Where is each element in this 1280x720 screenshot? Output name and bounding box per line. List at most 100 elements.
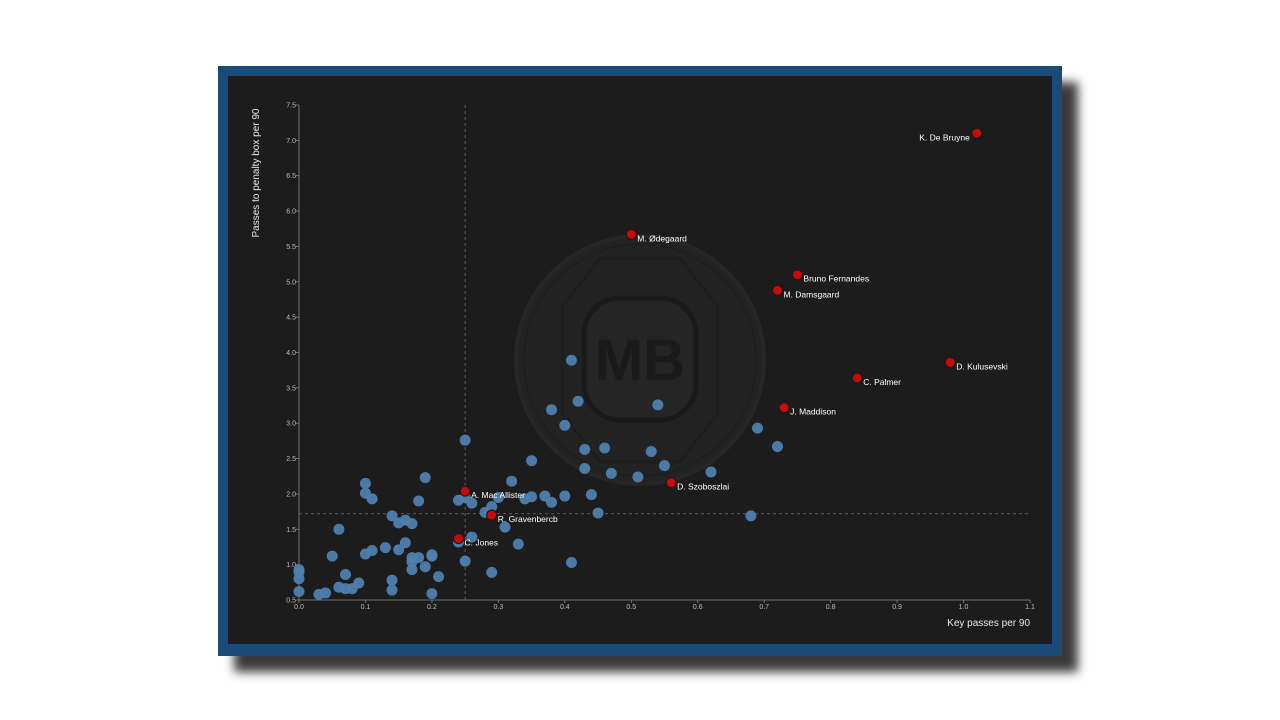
chart-frame: MB 0.0 0.1 0.2 0.3 0.4 0.5 0.6 0.7 0.8 0.9 1.0 1.1 0… bbox=[218, 66, 1062, 656]
data-point bbox=[752, 422, 764, 434]
data-point bbox=[413, 495, 425, 507]
y-tick-label: 6.5 bbox=[286, 173, 296, 180]
data-point bbox=[340, 569, 352, 581]
data-point bbox=[512, 538, 524, 550]
x-axis-title: Key passes per 90 bbox=[947, 618, 1030, 629]
y-tick-label: 1.0 bbox=[286, 562, 296, 569]
y-tick-label: 4.0 bbox=[286, 350, 296, 357]
mb-watermark-logo: MB bbox=[514, 234, 766, 486]
highlighted-point bbox=[486, 509, 498, 521]
data-point bbox=[426, 588, 438, 600]
data-point bbox=[486, 501, 498, 513]
data-point bbox=[506, 475, 518, 487]
data-point bbox=[745, 510, 757, 522]
y-tick-label: 4.5 bbox=[286, 315, 296, 322]
highlighted-point bbox=[791, 269, 804, 281]
highlighted-players: K. De Bruyne M. Ødegaard Bruno Fernandes M.… bbox=[452, 127, 1008, 547]
x-tick-label: 0.7 bbox=[759, 604, 769, 611]
y-tick-label: 1.5 bbox=[286, 527, 296, 534]
data-point bbox=[559, 419, 571, 431]
data-point bbox=[705, 466, 717, 478]
data-point bbox=[386, 584, 398, 596]
data-point bbox=[579, 443, 591, 455]
player-label: D. Szoboszlai bbox=[677, 482, 729, 492]
highlighted-point bbox=[971, 127, 983, 139]
player-label: K. De Bruyne bbox=[919, 132, 970, 142]
data-point bbox=[386, 574, 398, 586]
data-point bbox=[466, 497, 478, 509]
y-tick-label: 6.0 bbox=[286, 209, 296, 216]
data-point bbox=[659, 460, 670, 472]
data-point bbox=[320, 587, 332, 599]
data-point bbox=[399, 537, 411, 549]
y-tick-label: 3.5 bbox=[286, 385, 296, 392]
data-point bbox=[605, 467, 617, 479]
data-point bbox=[326, 550, 338, 562]
data-point bbox=[366, 545, 378, 556]
data-points bbox=[293, 354, 783, 600]
x-tick-label: 0.2 bbox=[427, 604, 437, 611]
data-point bbox=[771, 441, 783, 453]
data-point bbox=[333, 523, 345, 535]
data-point bbox=[406, 518, 418, 530]
data-point bbox=[353, 577, 365, 589]
data-point bbox=[393, 544, 405, 556]
y-tick-label: 2.5 bbox=[286, 456, 296, 463]
highlighted-point bbox=[459, 485, 471, 497]
highlighted-point bbox=[851, 372, 863, 384]
data-point bbox=[592, 507, 604, 519]
highlighted-point bbox=[625, 228, 637, 241]
y-tick-label: 5.5 bbox=[286, 244, 296, 251]
y-tick-label: 7.0 bbox=[286, 138, 296, 145]
y-tick-label: 2.0 bbox=[286, 491, 296, 498]
data-point bbox=[459, 434, 471, 446]
x-tick-label: 0.1 bbox=[361, 604, 371, 611]
x-tick-label: 1.0 bbox=[959, 604, 969, 611]
player-label: C. Jones bbox=[464, 537, 498, 547]
data-point bbox=[406, 564, 418, 576]
data-point bbox=[433, 571, 445, 583]
data-point bbox=[526, 455, 538, 467]
data-point bbox=[386, 510, 398, 522]
data-point bbox=[459, 555, 471, 567]
y-tick-label: 3.0 bbox=[286, 421, 296, 428]
data-point bbox=[492, 491, 504, 503]
data-point bbox=[526, 491, 538, 503]
data-point bbox=[466, 531, 478, 543]
highlighted-point bbox=[944, 356, 956, 368]
y-tick-label: 0.5 bbox=[286, 598, 296, 605]
data-point bbox=[379, 542, 391, 554]
highlighted-point bbox=[771, 284, 784, 296]
watermark-text: MB bbox=[595, 328, 685, 393]
data-point bbox=[413, 552, 425, 564]
data-point bbox=[426, 550, 438, 562]
data-point bbox=[585, 489, 597, 501]
data-point bbox=[419, 561, 431, 573]
data-point bbox=[546, 404, 558, 416]
x-tick-label: 0.6 bbox=[693, 604, 703, 611]
data-point bbox=[419, 472, 431, 484]
x-tick-label: 1.1 bbox=[1025, 604, 1035, 611]
player-label: D. Kulusevski bbox=[956, 361, 1008, 371]
player-label: A. Mac Allister bbox=[471, 490, 525, 500]
x-tick-label: 0.8 bbox=[826, 604, 836, 611]
scatter-chart: MB 0.0 0.1 0.2 0.3 0.4 0.5 0.6 0.7 0.8 0.9 1.0 1.10… bbox=[251, 103, 1035, 630]
data-point bbox=[359, 477, 371, 489]
player-label: R. Gravenbercb bbox=[498, 514, 558, 524]
data-point bbox=[559, 490, 571, 502]
data-point bbox=[366, 493, 378, 505]
data-point bbox=[572, 395, 584, 407]
player-label: Bruno Fernandes bbox=[803, 274, 869, 284]
y-tick-label: 5.0 bbox=[286, 279, 296, 286]
x-tick-label: 0.4 bbox=[560, 604, 570, 611]
y-axis-title: Passes to penalty box per 90 bbox=[251, 108, 262, 237]
player-label: M. Ødegaard bbox=[637, 233, 687, 243]
data-point bbox=[645, 446, 657, 457]
data-point bbox=[632, 471, 644, 483]
highlighted-point bbox=[665, 477, 677, 489]
highlighted-point bbox=[452, 532, 465, 545]
data-point bbox=[486, 566, 498, 578]
player-label: M. Damsgaard bbox=[783, 289, 839, 299]
data-point bbox=[546, 496, 558, 508]
data-point bbox=[565, 354, 577, 366]
